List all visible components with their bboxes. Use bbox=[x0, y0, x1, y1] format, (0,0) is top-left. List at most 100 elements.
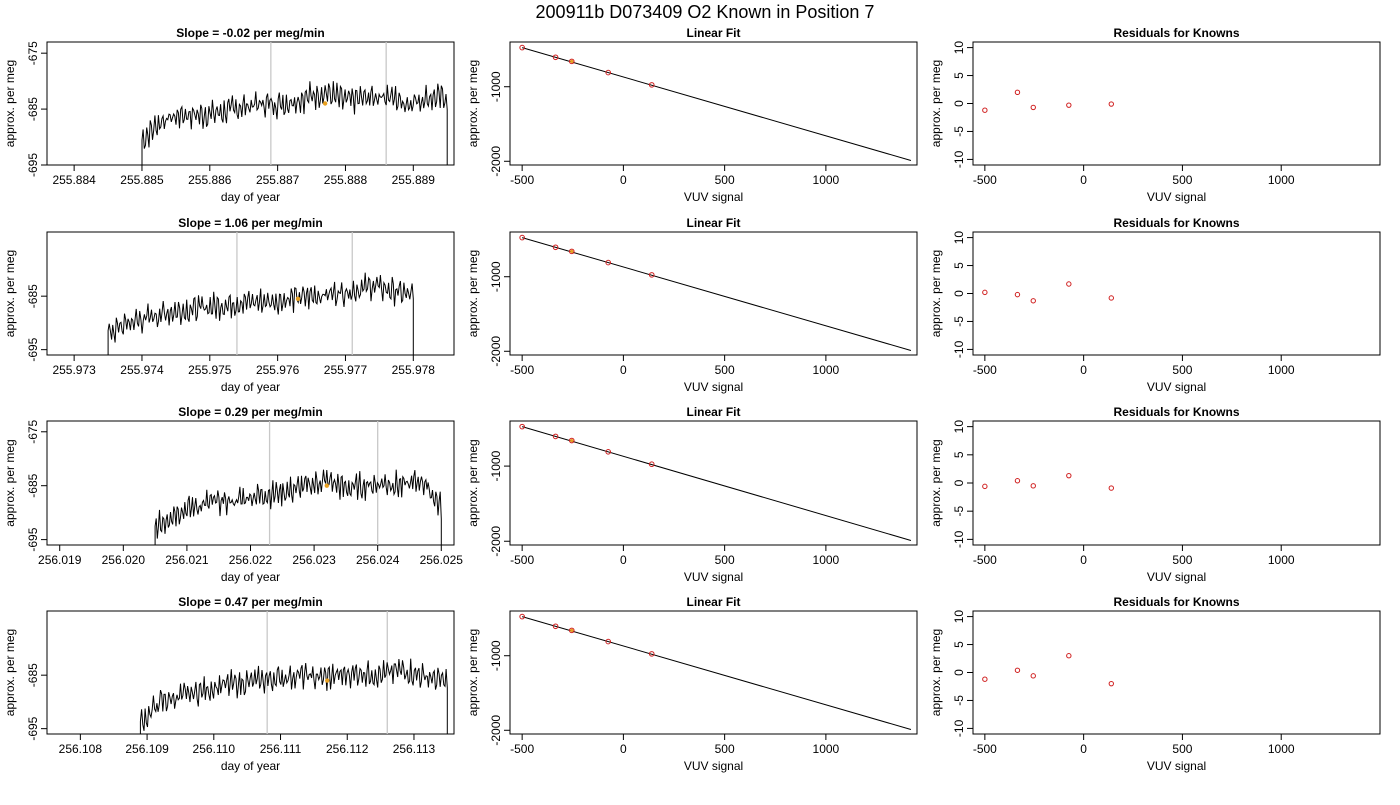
y-tick-label: -2000 bbox=[489, 715, 503, 746]
x-tick-label: 255.973 bbox=[52, 363, 96, 377]
plot-frame bbox=[509, 420, 918, 546]
y-axis-label: approx. per meg bbox=[3, 439, 17, 526]
x-tick-label: 500 bbox=[1172, 173, 1192, 187]
x-axis-label: VUV signal bbox=[1147, 380, 1206, 394]
x-tick-label: 256.019 bbox=[38, 553, 82, 567]
panel-2-1: Linear Fit VUV signal approx. per meg -500 0… bbox=[466, 405, 918, 584]
x-tick-label: 256.112 bbox=[326, 742, 369, 756]
x-axis-label: VUV signal bbox=[1147, 190, 1206, 204]
x-tick-label: -500 bbox=[973, 173, 997, 187]
y-tick-label: 0 bbox=[952, 669, 966, 676]
residual-point bbox=[1030, 483, 1036, 489]
x-tick-label: 1000 bbox=[1268, 363, 1295, 377]
residual-point bbox=[1014, 667, 1021, 673]
x-tick-label: 1000 bbox=[1268, 553, 1295, 567]
panel-title: Residuals for Knowns bbox=[1113, 26, 1239, 40]
residual-point bbox=[982, 289, 988, 296]
residual-point bbox=[982, 483, 988, 490]
x-tick-label: 256.021 bbox=[165, 553, 209, 567]
panel-3-1: Linear Fit VUV signal approx. per meg -500 0… bbox=[466, 595, 918, 773]
residual-point bbox=[1014, 291, 1021, 298]
time-series-trace bbox=[141, 81, 448, 165]
panel-3-0: Slope = 0.47 per meg/min day of year appro… bbox=[3, 595, 455, 773]
y-tick-label: 0 bbox=[952, 100, 966, 107]
x-tick-label: 500 bbox=[1172, 553, 1192, 567]
plot-frame bbox=[46, 231, 455, 356]
x-axis-label: day of year bbox=[221, 570, 280, 584]
panel-title: Linear Fit bbox=[686, 595, 740, 609]
known-marker bbox=[322, 101, 328, 106]
data-point bbox=[519, 423, 525, 430]
x-tick-label: 500 bbox=[715, 363, 735, 377]
y-tick-label: 5 bbox=[952, 451, 966, 458]
x-tick-label: 255.976 bbox=[256, 363, 300, 377]
y-axis-label: approx. per meg bbox=[929, 60, 943, 147]
y-axis-label: approx. per meg bbox=[3, 250, 17, 337]
plot-frame bbox=[972, 41, 1381, 166]
residual-point bbox=[1108, 680, 1115, 687]
x-tick-label: 1000 bbox=[813, 363, 840, 377]
data-point bbox=[648, 651, 655, 657]
panel-0-1: Linear Fit VUV signal approx. per meg -500 0… bbox=[466, 26, 918, 204]
y-tick-label: -5 bbox=[952, 695, 966, 706]
panel-1-1: Linear Fit VUV signal approx. per meg -500 0… bbox=[466, 216, 918, 394]
x-tick-label: 255.978 bbox=[392, 363, 436, 377]
data-point bbox=[568, 437, 575, 444]
y-tick-label: -5 bbox=[952, 126, 966, 137]
x-axis-label: VUV signal bbox=[684, 190, 743, 204]
y-axis-label: approx. per meg bbox=[466, 629, 480, 716]
y-tick-label: -695 bbox=[26, 716, 40, 740]
plot-frame bbox=[509, 610, 918, 735]
panel-title: Residuals for Knowns bbox=[1113, 405, 1239, 419]
x-axis-label: VUV signal bbox=[684, 759, 743, 773]
y-tick-label: -2000 bbox=[489, 146, 503, 177]
x-tick-label: 0 bbox=[620, 173, 627, 187]
x-tick-label: 0 bbox=[1080, 173, 1087, 187]
y-tick-label: -1000 bbox=[489, 450, 503, 481]
x-tick-label: 1000 bbox=[813, 742, 840, 756]
x-tick-label: 255.884 bbox=[52, 173, 96, 187]
x-axis-label: VUV signal bbox=[684, 570, 743, 584]
panel-title: Residuals for Knowns bbox=[1113, 216, 1239, 230]
plot-frame bbox=[509, 231, 918, 356]
x-tick-label: -500 bbox=[510, 553, 534, 567]
panel-title: Slope = 0.29 per meg/min bbox=[178, 405, 322, 419]
residual-point bbox=[1066, 102, 1072, 108]
x-tick-label: -500 bbox=[973, 553, 997, 567]
y-tick-label: -10 bbox=[952, 719, 966, 737]
x-tick-label: 500 bbox=[1172, 363, 1192, 377]
y-tick-label: 0 bbox=[952, 290, 966, 297]
x-tick-label: 0 bbox=[620, 363, 627, 377]
panel-1-0: Slope = 1.06 per meg/min day of year appro… bbox=[3, 216, 455, 394]
highlight-point bbox=[570, 438, 574, 443]
y-tick-label: -695 bbox=[26, 527, 40, 551]
x-axis-label: day of year bbox=[221, 380, 280, 394]
known-marker bbox=[295, 296, 301, 302]
x-tick-label: 1000 bbox=[813, 173, 840, 187]
x-tick-label: 256.024 bbox=[356, 553, 400, 567]
x-tick-label: 255.974 bbox=[120, 363, 164, 377]
highlight-point bbox=[570, 249, 574, 253]
x-tick-label: 1000 bbox=[813, 553, 840, 567]
residual-point bbox=[982, 676, 988, 682]
residual-point bbox=[1014, 89, 1021, 96]
panel-title: Slope = 1.06 per meg/min bbox=[178, 216, 322, 230]
fit-line bbox=[522, 237, 912, 352]
x-tick-label: 500 bbox=[715, 742, 735, 756]
y-axis-label: approx. per meg bbox=[3, 60, 17, 147]
x-tick-label: 500 bbox=[715, 173, 735, 187]
y-tick-label: -5 bbox=[952, 316, 966, 327]
x-tick-label: -500 bbox=[510, 173, 534, 187]
x-tick-label: 255.975 bbox=[188, 363, 232, 377]
x-axis-label: day of year bbox=[221, 190, 280, 204]
x-tick-label: 0 bbox=[1080, 363, 1087, 377]
fit-line bbox=[522, 616, 912, 731]
data-point bbox=[568, 58, 575, 65]
panel-3-2: Residuals for Knowns VUV signal approx. pe… bbox=[929, 595, 1381, 773]
x-axis-label: VUV signal bbox=[1147, 570, 1206, 584]
x-tick-label: 256.111 bbox=[260, 742, 302, 756]
y-tick-label: -675 bbox=[26, 419, 40, 443]
y-tick-label: -1000 bbox=[489, 640, 503, 671]
